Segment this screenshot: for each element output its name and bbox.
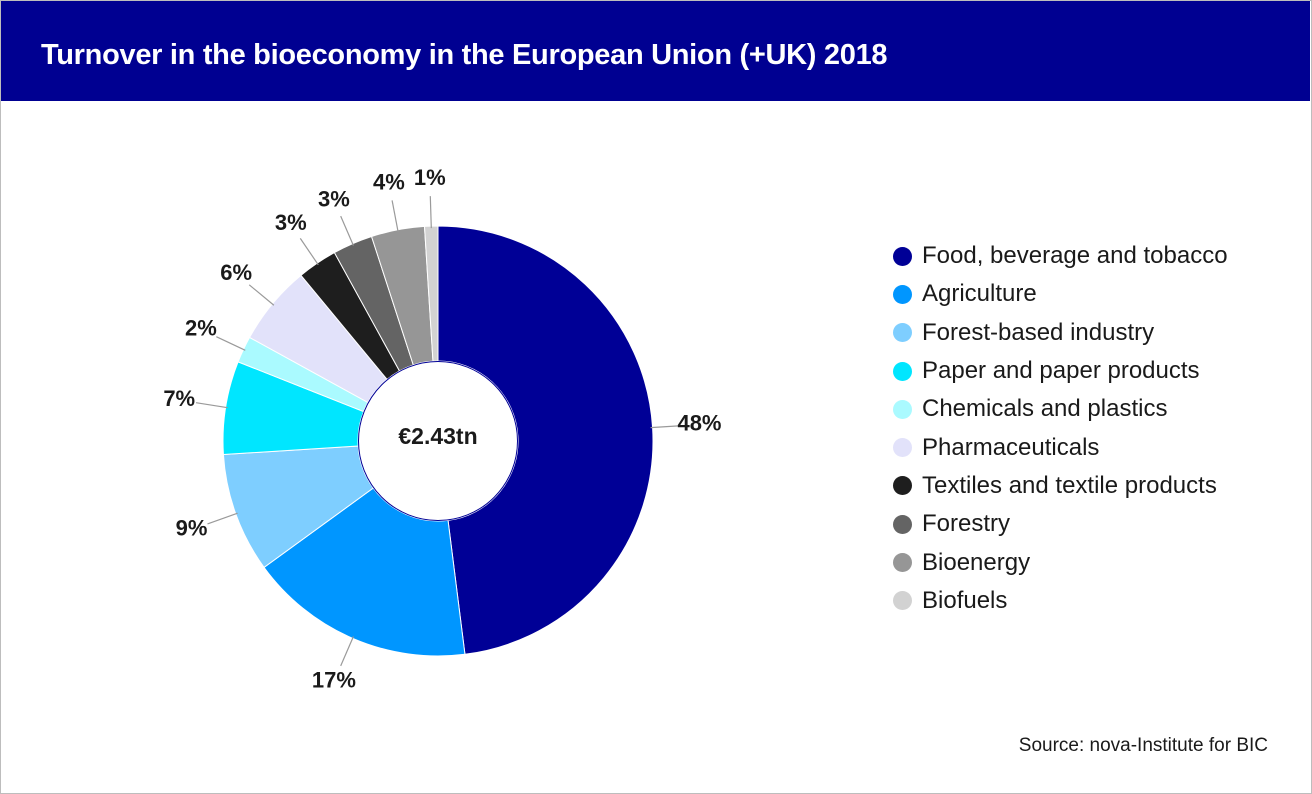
legend-item-food-beverage-and-tobacco: Food, beverage and tobacco xyxy=(893,237,1293,275)
legend-label-chemicals-and-plastics: Chemicals and plastics xyxy=(922,395,1168,423)
leader-line-chemicals-and-plastics xyxy=(216,336,246,351)
data-label-forest-based-industry: 9% xyxy=(176,516,208,541)
legend-label-food-beverage-and-tobacco: Food, beverage and tobacco xyxy=(922,242,1228,270)
leader-line-pharmaceuticals xyxy=(248,284,275,306)
legend-item-chemicals-and-plastics: Chemicals and plastics xyxy=(893,390,1293,428)
data-label-forestry: 3% xyxy=(318,186,350,211)
leader-line-textiles-and-textile-products xyxy=(299,238,319,266)
legend-swatch-textiles-and-textile-products xyxy=(893,476,912,496)
leader-line-food-beverage-and-tobacco xyxy=(650,425,683,429)
legend-item-paper-and-paper-products: Paper and paper products xyxy=(893,352,1293,390)
data-label-pharmaceuticals: 6% xyxy=(220,260,252,285)
leader-line-biofuels xyxy=(429,196,432,229)
chart-title: Turnover in the bioeconomy in the Europe… xyxy=(41,39,888,71)
legend-swatch-forest-based-industry xyxy=(893,323,912,343)
leader-line-forestry xyxy=(340,215,354,246)
data-label-biofuels: 1% xyxy=(414,165,446,190)
legend-swatch-biofuels xyxy=(893,591,912,611)
data-label-agriculture: 17% xyxy=(312,667,356,692)
data-label-bioenergy: 4% xyxy=(373,169,405,194)
legend-swatch-chemicals-and-plastics xyxy=(893,399,912,419)
data-label-paper-and-paper-products: 7% xyxy=(163,386,195,411)
leader-line-agriculture xyxy=(340,636,354,667)
leader-line-bioenergy xyxy=(391,200,399,232)
legend-label-textiles-and-textile-products: Textiles and textile products xyxy=(922,471,1217,499)
title-banner: Turnover in the bioeconomy in the Europe… xyxy=(1,1,1310,101)
legend-swatch-agriculture xyxy=(893,284,912,304)
legend-label-paper-and-paper-products: Paper and paper products xyxy=(922,357,1200,385)
donut-hole xyxy=(358,361,518,521)
leader-line-paper-and-paper-products xyxy=(195,402,228,409)
legend-swatch-food-beverage-and-tobacco xyxy=(893,246,912,266)
legend-label-pharmaceuticals: Pharmaceuticals xyxy=(922,433,1100,461)
legend-item-forest-based-industry: Forest-based industry xyxy=(893,314,1293,352)
legend-item-pharmaceuticals: Pharmaceuticals xyxy=(893,428,1293,466)
legend-label-forest-based-industry: Forest-based industry xyxy=(922,318,1155,346)
legend: Food, beverage and tobacco Agriculture For… xyxy=(893,237,1293,620)
legend-swatch-paper-and-paper-products xyxy=(893,361,912,381)
legend-label-forestry: Forestry xyxy=(922,510,1011,538)
legend-item-forestry: Forestry xyxy=(893,505,1293,543)
center-total-label: €2.43tn xyxy=(398,423,477,449)
legend-item-biofuels: Biofuels xyxy=(893,582,1293,620)
legend-label-biofuels: Biofuels xyxy=(922,586,1008,614)
leader-line-forest-based-industry xyxy=(207,512,238,525)
data-label-food-beverage-and-tobacco: 48% xyxy=(677,410,721,435)
data-label-textiles-and-textile-products: 3% xyxy=(275,210,307,235)
legend-item-bioenergy: Bioenergy xyxy=(893,543,1293,581)
data-label-chemicals-and-plastics: 2% xyxy=(185,315,217,340)
legend-label-agriculture: Agriculture xyxy=(922,280,1037,308)
legend-item-textiles-and-textile-products: Textiles and textile products xyxy=(893,467,1293,505)
legend-swatch-bioenergy xyxy=(893,553,912,573)
legend-swatch-pharmaceuticals xyxy=(893,438,912,458)
source-note: Source: nova-Institute for BIC xyxy=(1018,735,1268,756)
legend-swatch-forestry xyxy=(893,514,912,534)
legend-item-agriculture: Agriculture xyxy=(893,275,1293,313)
legend-label-bioenergy: Bioenergy xyxy=(922,548,1031,576)
